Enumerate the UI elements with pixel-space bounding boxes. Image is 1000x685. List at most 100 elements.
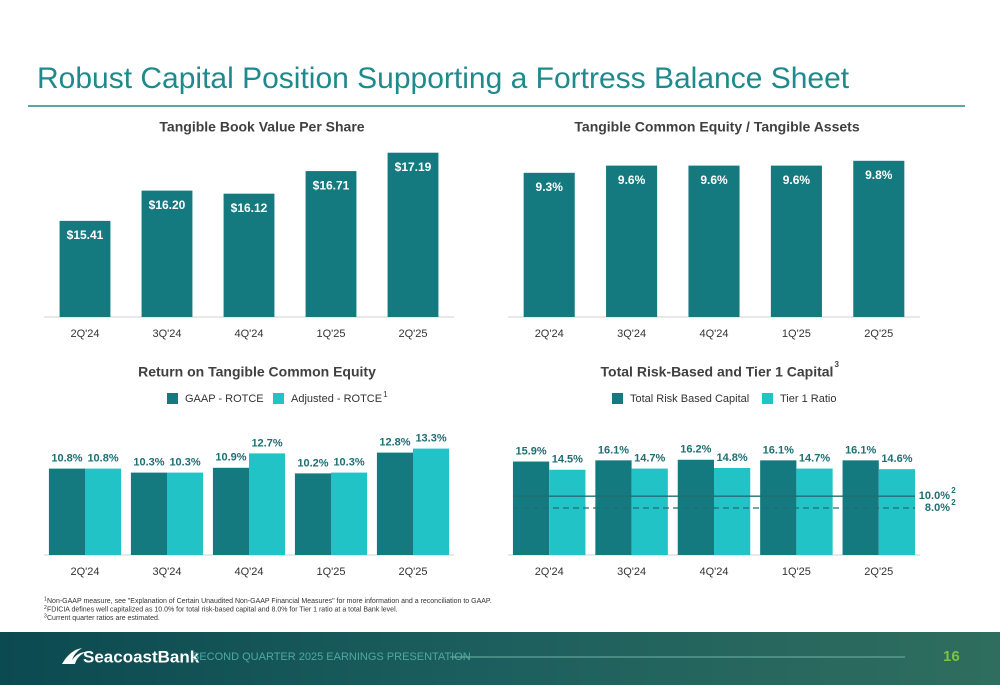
bar (130, 472, 167, 555)
data-label: 16.1% (845, 444, 876, 456)
chart-title: Total Risk-Based and Tier 1 Capital (601, 364, 834, 380)
bar (549, 469, 586, 555)
chart-title: Return on Tangible Common Equity (138, 364, 376, 380)
footnote: FDICIA defines well capitalized as 10.0%… (47, 606, 398, 613)
data-label: 12.7% (251, 437, 282, 449)
reference-label: 10.0% (919, 490, 950, 502)
footnote-marker: 3 (44, 613, 47, 619)
chart-title: Tangible Book Value Per Share (159, 119, 364, 135)
x-tick-label: 2Q'25 (864, 328, 893, 340)
chart-title: Tangible Common Equity / Tangible Assets (574, 119, 859, 135)
data-label: 9.3% (536, 180, 564, 194)
data-label: 13.3% (415, 433, 446, 445)
data-label: $17.19 (395, 160, 432, 174)
data-label: 9.6% (618, 173, 646, 187)
x-tick-label: 4Q'24 (234, 566, 263, 578)
legend-label: Total Risk Based Capital (630, 393, 749, 405)
data-label: 16.1% (598, 444, 629, 456)
footnote: Current quarter ratios are estimated. (47, 615, 160, 622)
data-label: 10.3% (169, 457, 200, 469)
data-label: 14.5% (552, 454, 583, 466)
bar (331, 472, 368, 555)
superscript: 2 (951, 498, 956, 507)
x-tick-label: 2Q'24 (535, 328, 564, 340)
bar (305, 171, 357, 317)
bar (85, 468, 122, 555)
legend-swatch (273, 393, 284, 404)
bar (376, 452, 413, 555)
x-tick-label: 2Q'25 (864, 566, 893, 578)
x-tick-label: 4Q'24 (234, 328, 263, 340)
data-label: $16.71 (313, 178, 350, 192)
legend-swatch (612, 393, 623, 404)
data-label: 14.7% (799, 452, 830, 464)
reference-label: 8.0% (925, 502, 950, 514)
superscript: 1 (383, 390, 388, 399)
data-label: 10.2% (297, 457, 328, 469)
bar (59, 220, 111, 317)
bar (878, 469, 916, 555)
data-label: 16.2% (680, 444, 711, 456)
bar (523, 172, 575, 317)
legend-swatch (167, 393, 178, 404)
bar (853, 160, 905, 317)
bar (387, 152, 439, 317)
bar (688, 165, 740, 317)
bar (294, 473, 331, 555)
data-label: 15.9% (515, 445, 546, 457)
data-label: 9.6% (783, 173, 811, 187)
data-label: $15.41 (67, 228, 104, 242)
legend-label: Tier 1 Ratio (780, 393, 836, 405)
bar (249, 453, 286, 555)
data-label: 14.8% (717, 452, 748, 464)
x-tick-label: 3Q'24 (152, 566, 181, 578)
data-label: 12.8% (379, 437, 410, 449)
x-tick-label: 3Q'24 (617, 566, 646, 578)
data-label: 10.8% (87, 453, 118, 465)
x-tick-label: 1Q'25 (782, 328, 811, 340)
footer-text: SECOND QUARTER 2025 EARNINGS PRESENTATIO… (192, 651, 471, 663)
footnote-marker: 2 (44, 605, 47, 611)
page-number: 16 (943, 648, 960, 665)
logo-icon (62, 648, 86, 664)
x-tick-label: 2Q'24 (70, 328, 99, 340)
footer-band (0, 632, 1000, 685)
legend-swatch (762, 393, 773, 404)
bar (714, 467, 751, 555)
x-tick-label: 1Q'25 (316, 328, 345, 340)
data-label: 14.7% (634, 452, 665, 464)
x-tick-label: 2Q'24 (535, 566, 564, 578)
bar (796, 468, 833, 555)
data-label: 9.8% (865, 168, 893, 182)
superscript: 3 (834, 360, 839, 369)
bar (606, 165, 658, 317)
bar (631, 468, 668, 555)
bar (167, 472, 204, 555)
x-tick-label: 4Q'24 (699, 566, 728, 578)
x-tick-label: 1Q'25 (782, 566, 811, 578)
data-label: 10.9% (215, 452, 246, 464)
data-label: 10.3% (133, 457, 164, 469)
data-label: $16.12 (231, 201, 268, 215)
slide-title: Robust Capital Position Supporting a For… (37, 62, 850, 95)
bar (212, 467, 249, 555)
x-tick-label: 3Q'24 (152, 328, 181, 340)
data-label: 10.3% (333, 457, 364, 469)
legend-label: Adjusted - ROTCE (291, 393, 382, 405)
data-label: 14.6% (881, 453, 912, 465)
data-label: 16.1% (763, 444, 794, 456)
x-tick-label: 2Q'24 (70, 566, 99, 578)
bar (48, 468, 85, 555)
legend-label: GAAP - ROTCE (185, 393, 264, 405)
bar (413, 448, 450, 555)
brand: SeacoastBank (83, 647, 200, 666)
data-label: 10.8% (51, 453, 82, 465)
footnote-marker: 1 (44, 596, 47, 602)
x-tick-label: 2Q'25 (398, 566, 427, 578)
x-tick-label: 4Q'24 (699, 328, 728, 340)
bar (770, 165, 822, 317)
x-tick-label: 1Q'25 (316, 566, 345, 578)
superscript: 2 (951, 486, 956, 495)
